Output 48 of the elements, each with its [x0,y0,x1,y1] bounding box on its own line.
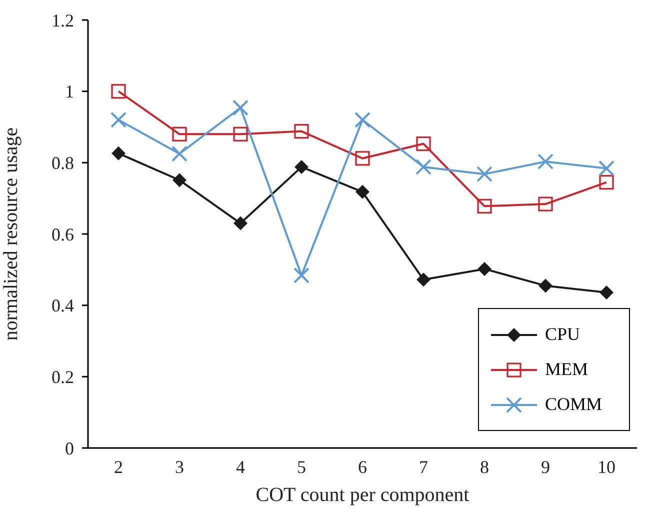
x-axis-title: COT count per component [256,484,470,506]
x-tick-label: 6 [358,456,367,477]
x-tick-label: 5 [297,456,306,477]
point [294,124,309,139]
x-tick-label: 10 [598,456,616,477]
y-tick-label: 0.8 [52,153,74,174]
point [599,174,614,190]
point [354,112,370,128]
legend-label: COMM [545,394,602,415]
point [233,126,248,142]
x-tick-label: 8 [480,456,489,477]
point [477,198,492,214]
point [416,158,432,175]
point [294,267,310,284]
point [416,272,430,287]
point [538,196,553,212]
y-tick-label: 0.4 [52,296,74,316]
point [110,112,126,128]
y-tick-label: 0.6 [52,224,74,244]
point [478,262,492,276]
point [234,216,248,230]
y-tick-label: 1.2 [52,10,74,30]
y-tick-label: 1 [65,82,74,102]
y-tick-label: 0 [65,438,74,458]
point [294,160,308,174]
legend-label: CPU [545,324,580,345]
point [111,84,126,99]
point [476,166,492,182]
x-tick-label: 3 [175,456,184,477]
y-axis-title: normalized resource usage [0,127,22,341]
x-tick-label: 9 [541,456,550,477]
point [356,184,370,199]
point [538,154,554,170]
legend-label: MEM [545,359,588,380]
x-tick-label: 2 [114,456,123,477]
point [112,146,126,160]
y-tick-label: 0.2 [52,367,74,388]
point [600,285,614,300]
point [232,100,248,116]
point [355,151,370,166]
x-tick-label: 7 [419,456,428,477]
point [598,160,614,176]
point [172,173,186,188]
point [172,146,188,162]
point [416,136,431,152]
point [538,278,552,293]
point [172,126,187,142]
x-tick-label: 4 [236,456,245,477]
